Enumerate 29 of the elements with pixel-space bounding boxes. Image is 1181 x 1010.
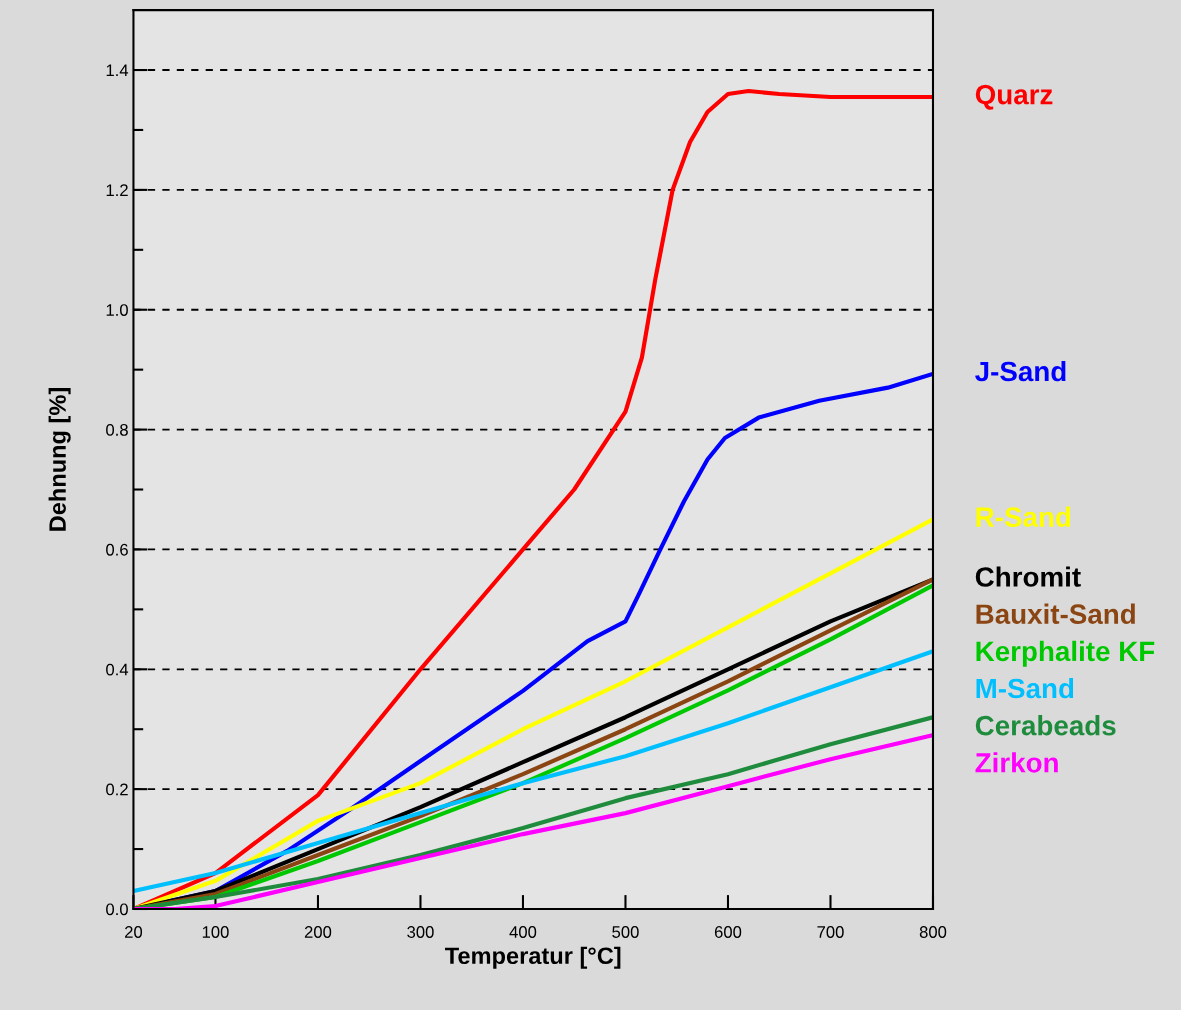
series-label: Bauxit-Sand [976,603,1135,625]
y-tick-label: 0.4 [106,663,129,676]
y-tick-label: 1.0 [106,304,128,316]
y-tick-label: 0.0 [106,903,128,916]
y-tick-label: 1.2 [106,184,128,196]
x-tick-label: 20 [125,926,143,938]
series-label: Chromit [975,566,1081,587]
x-tick-label: 400 [509,926,537,938]
text: Kerphalite KF [976,640,1155,667]
series-label: Zirkon [975,752,1058,773]
x-tick-label: 700 [817,926,844,938]
x-tick-label: 200 [304,926,332,938]
x-tick-label: 300 [407,926,434,938]
x-tick-label: 500 [612,926,639,938]
x-tick-label: 800 [919,926,947,938]
series-label: R-Sand [976,506,1071,527]
x-axis-title: Temperatur [°C] [445,946,621,969]
series-label: Quarz [975,84,1053,110]
y-tick-label: 0.8 [106,423,128,436]
x-tick-label: 100 [202,926,229,938]
x-tick-label: 600 [714,926,742,938]
y-tick-label: 0.2 [106,783,128,796]
y-axis-title: Dehnung [%] [48,388,71,531]
series-label: M-Sand [976,677,1074,699]
line-series [133,649,933,894]
series-label: J-Sand [975,360,1066,382]
series-label: Cerabeads [975,715,1116,736]
y-tick-label: 1.4 [106,64,129,77]
y-tick-label: 0.6 [106,543,128,556]
